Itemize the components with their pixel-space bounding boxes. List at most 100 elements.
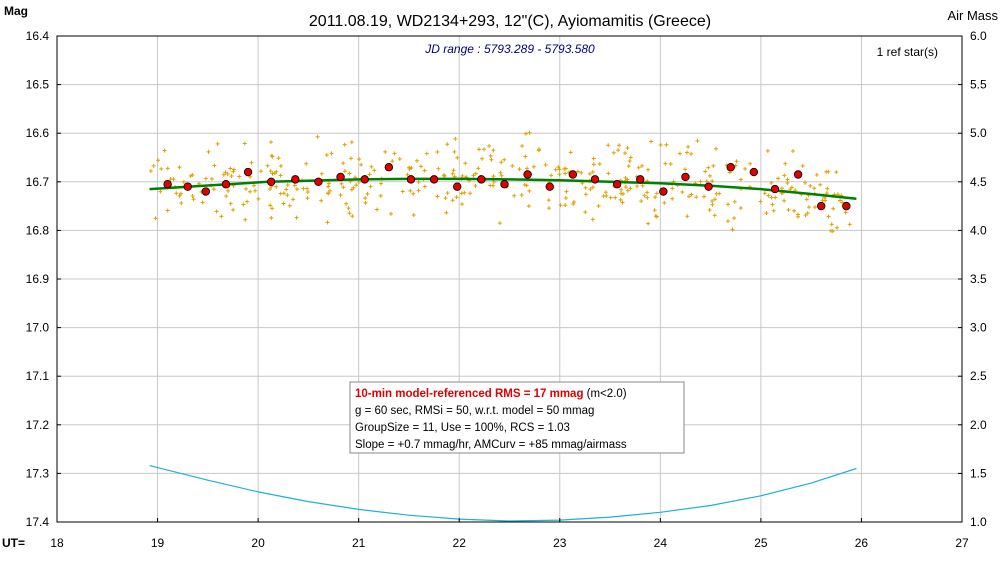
raw-point (677, 151, 682, 156)
binned-point (817, 201, 826, 211)
raw-point (522, 182, 527, 187)
raw-point (583, 192, 588, 197)
raw-point (224, 194, 229, 199)
binned-point (429, 175, 439, 184)
raw-point (664, 142, 669, 147)
raw-point (378, 193, 383, 198)
raw-point (611, 150, 616, 155)
y-tick-label: 16.4 (26, 29, 50, 43)
raw-point (838, 198, 843, 203)
raw-point (803, 213, 808, 218)
y2-tick-label: 1.5 (970, 466, 987, 480)
raw-point (405, 172, 410, 177)
chart-title: 2011.08.19, WD2134+293, 12"(C), Ayiomami… (309, 13, 711, 30)
tick-layer: 16.4 16.5 16.6 16.7 16.8 16.9 17.0 17.1 17.2 17.3… (26, 29, 987, 550)
info-line-groupsize: GroupSize = 11, Use = 100%, RCS = 1.03 (355, 422, 570, 434)
raw-point (785, 177, 790, 182)
raw-point (623, 151, 628, 156)
raw-point (245, 199, 250, 204)
raw-point (590, 169, 595, 174)
raw-point (790, 148, 795, 153)
raw-point (231, 169, 236, 174)
raw-point (687, 194, 692, 199)
raw-point (422, 168, 427, 173)
raw-point (796, 214, 801, 219)
raw-point (654, 191, 659, 196)
raw-point (491, 179, 496, 184)
raw-point (338, 193, 343, 198)
raw-point (694, 195, 699, 200)
raw-point (519, 193, 524, 198)
binned-point (477, 175, 486, 184)
raw-point (450, 171, 455, 176)
x-tick-label: 21 (352, 536, 366, 550)
raw-point (416, 180, 421, 185)
raw-point (670, 196, 675, 201)
raw-point (209, 176, 214, 181)
raw-point (762, 191, 767, 196)
raw-point (685, 150, 690, 155)
binned-point (636, 175, 645, 184)
raw-point (628, 155, 633, 160)
raw-point (473, 171, 478, 176)
raw-point (571, 202, 576, 207)
raw-point (215, 141, 220, 146)
ref-stars-label: 1 ref star(s) (877, 45, 938, 59)
raw-point (831, 206, 836, 211)
raw-point (454, 195, 459, 200)
raw-point (392, 151, 397, 156)
raw-point (497, 221, 502, 226)
raw-point (710, 179, 715, 184)
raw-point (779, 186, 784, 191)
raw-point (265, 163, 270, 168)
raw-point (646, 167, 651, 172)
raw-point (200, 200, 205, 205)
raw-point (725, 219, 730, 224)
raw-point (818, 182, 823, 187)
raw-point (546, 198, 551, 203)
raw-point (714, 191, 719, 196)
binned-point (314, 177, 323, 186)
raw-point (411, 191, 416, 196)
y-tick-label: 17.1 (26, 369, 50, 383)
raw-point (268, 186, 273, 191)
raw-point (190, 193, 195, 198)
raw-point (214, 209, 219, 214)
raw-point (847, 222, 852, 227)
raw-point (646, 221, 651, 226)
raw-point (453, 136, 458, 141)
raw-point (683, 167, 688, 172)
raw-point (269, 215, 274, 220)
raw-point (476, 166, 481, 171)
raw-point (471, 173, 476, 178)
raw-point (734, 159, 739, 164)
raw-point (591, 162, 596, 167)
raw-point (452, 149, 457, 154)
raw-point (315, 134, 320, 139)
x-tick-label: 24 (654, 536, 668, 550)
raw-point (695, 138, 700, 143)
raw-point (524, 183, 529, 188)
raw-point (623, 185, 628, 190)
raw-point (623, 175, 628, 180)
y-tick-label: 16.7 (26, 175, 50, 189)
raw-point (625, 146, 630, 151)
raw-point (517, 167, 522, 172)
raw-point (523, 154, 528, 159)
raw-point (346, 206, 351, 211)
raw-point (769, 195, 774, 200)
raw-point (771, 208, 776, 213)
raw-point (251, 183, 256, 188)
raw-point (219, 214, 224, 219)
raw-point (568, 150, 573, 155)
raw-point (652, 208, 657, 213)
raw-point (390, 159, 395, 164)
raw-point (712, 197, 717, 202)
raw-point (579, 170, 584, 175)
y-tick-label: 17.0 (26, 321, 50, 335)
raw-point (397, 157, 402, 162)
raw-point (324, 152, 329, 157)
raw-point (326, 184, 331, 189)
raw-point (563, 196, 568, 201)
